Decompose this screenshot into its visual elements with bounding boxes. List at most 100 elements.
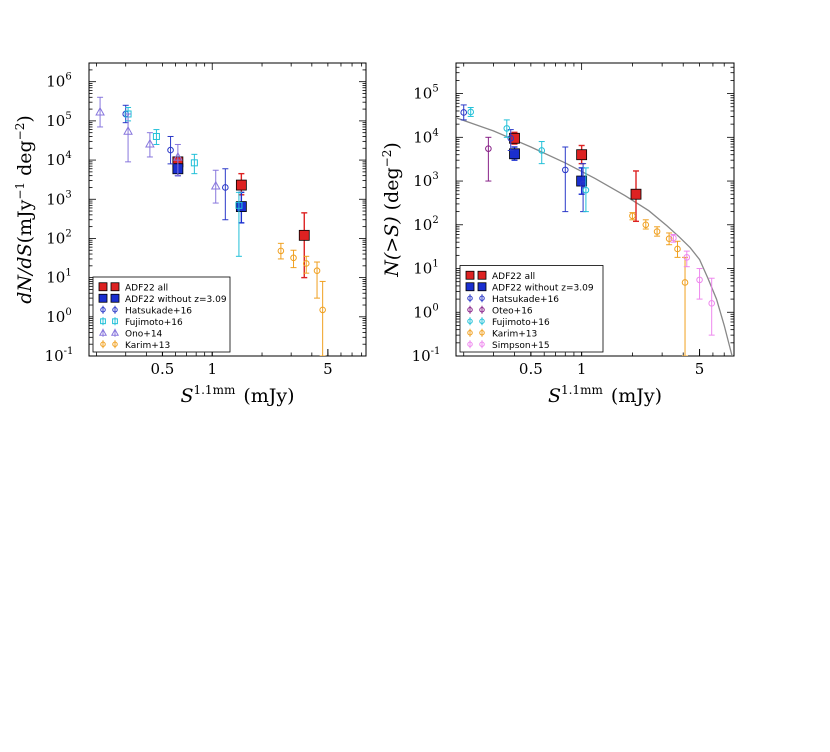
x-axis-superscript: 1.1mm bbox=[193, 383, 235, 397]
legend-marker bbox=[479, 295, 485, 301]
x-tick-label: 0.5 bbox=[519, 360, 543, 378]
data-point bbox=[696, 276, 703, 284]
legend-label: Fujimoto+16 bbox=[125, 318, 183, 328]
y-axis-unit: (deg bbox=[381, 167, 403, 216]
legend-entry: Simpson+15 bbox=[467, 340, 550, 351]
data-point bbox=[298, 229, 310, 241]
y-tick-label: 10-1 bbox=[45, 346, 74, 365]
y-axis-symbol: N(>S) bbox=[381, 216, 403, 277]
data-point bbox=[629, 212, 636, 220]
y-tick-label: 100 bbox=[413, 302, 438, 321]
data-point bbox=[235, 201, 247, 212]
y-tick-label: 104 bbox=[46, 150, 71, 169]
y-axis-unit-mid: deg bbox=[14, 140, 36, 182]
y-tick-label: 101 bbox=[46, 268, 71, 287]
y-axis-unit-end: ) bbox=[381, 142, 403, 149]
data-point bbox=[509, 132, 520, 144]
data-point bbox=[538, 147, 546, 154]
minor-ticks bbox=[89, 62, 366, 357]
legend-entry: Oteo+16 bbox=[467, 305, 533, 316]
y-axis-symbol: dN/dS bbox=[14, 243, 36, 303]
legend-marker bbox=[467, 307, 473, 313]
data-point bbox=[152, 132, 160, 140]
data-point bbox=[576, 175, 588, 187]
data-point bbox=[460, 109, 468, 116]
y-axis-unit-end: ) bbox=[14, 115, 36, 122]
series-adf22-without-z-3-09 bbox=[509, 146, 588, 195]
x-tick-label: 0.5 bbox=[150, 360, 174, 378]
legend-marker bbox=[479, 318, 485, 324]
legend-label: Simpson+15 bbox=[492, 341, 550, 351]
model-curve bbox=[456, 117, 733, 356]
y-axis-label: N(>S) (deg−2) bbox=[380, 142, 403, 278]
series-fujimoto-16 bbox=[467, 107, 590, 213]
data-point bbox=[313, 267, 321, 275]
series-ono-14 bbox=[95, 96, 221, 204]
legend-marker bbox=[467, 330, 473, 336]
series-adf22-all bbox=[509, 131, 642, 223]
x-axis-unit: (mJy) bbox=[611, 385, 662, 407]
legend-label: Fujimoto+16 bbox=[492, 318, 550, 328]
y-tick-label: 103 bbox=[46, 189, 71, 208]
data-point bbox=[561, 166, 569, 174]
data-point bbox=[277, 247, 285, 255]
y-axis-label: dN/dS(mJy−1 deg−2) bbox=[13, 115, 36, 304]
y-tick-label: 105 bbox=[413, 84, 438, 103]
data-point bbox=[123, 126, 133, 135]
legend-label: ADF22 without z=3.09 bbox=[492, 283, 594, 293]
data-layer bbox=[456, 104, 733, 356]
data-point bbox=[670, 234, 677, 242]
legend-marker bbox=[479, 330, 485, 336]
data-point bbox=[467, 108, 475, 116]
data-point bbox=[235, 201, 243, 209]
x-axis-superscript: 1.1mm bbox=[561, 383, 603, 397]
legend-label: Karim+13 bbox=[125, 341, 170, 351]
series-karim-13 bbox=[629, 212, 689, 356]
legend-marker bbox=[98, 293, 108, 303]
y-tick-exponent: 1 bbox=[65, 268, 71, 279]
series-fujimoto-16 bbox=[124, 106, 243, 257]
legend-marker bbox=[100, 307, 106, 313]
x-tick-label: 1 bbox=[207, 360, 217, 378]
legend-label: Karim+13 bbox=[492, 329, 537, 339]
y-tick-exponent: 5 bbox=[65, 111, 71, 122]
y-tick-exponent: -1 bbox=[64, 346, 74, 357]
legend-entry: Hatsukade+16 bbox=[100, 305, 192, 316]
y-tick-label: 101 bbox=[413, 259, 438, 278]
y-tick-exponent: 3 bbox=[65, 189, 71, 200]
legend-marker bbox=[98, 328, 108, 336]
data-point bbox=[235, 179, 247, 191]
legend-marker bbox=[112, 341, 118, 347]
data-point bbox=[674, 245, 681, 253]
y-tick-exponent: 0 bbox=[432, 302, 438, 313]
legend-marker bbox=[467, 341, 473, 347]
data-point bbox=[507, 134, 515, 142]
y-tick-exponent: 1 bbox=[432, 259, 438, 270]
data-point bbox=[509, 148, 520, 160]
legend-entry: Fujimoto+16 bbox=[100, 317, 183, 328]
data-layer bbox=[95, 96, 326, 356]
series-oteo-16 bbox=[485, 136, 492, 182]
minor-ticks bbox=[456, 62, 735, 357]
y-tick-label: 102 bbox=[46, 228, 71, 247]
data-point bbox=[503, 125, 511, 132]
series-karim-13 bbox=[277, 242, 326, 356]
legend-marker bbox=[467, 318, 473, 324]
x-tick-label: 5 bbox=[323, 360, 333, 378]
legend-marker bbox=[100, 318, 106, 325]
data-point bbox=[681, 279, 689, 286]
y-axis-superscript: −1 bbox=[13, 182, 27, 200]
y-axis-superscript: −2 bbox=[380, 150, 394, 168]
legend-entry: ADF22 without z=3.09 bbox=[98, 293, 227, 305]
data-point bbox=[167, 146, 174, 154]
legend-label: Hatsukade+16 bbox=[125, 306, 192, 316]
data-point bbox=[173, 151, 183, 161]
legend-marker bbox=[110, 282, 120, 292]
data-point bbox=[290, 254, 297, 262]
y-tick-label: 103 bbox=[413, 171, 438, 190]
legend-entry: Hatsukade+16 bbox=[467, 294, 559, 305]
x-tick-label: 5 bbox=[695, 360, 705, 378]
